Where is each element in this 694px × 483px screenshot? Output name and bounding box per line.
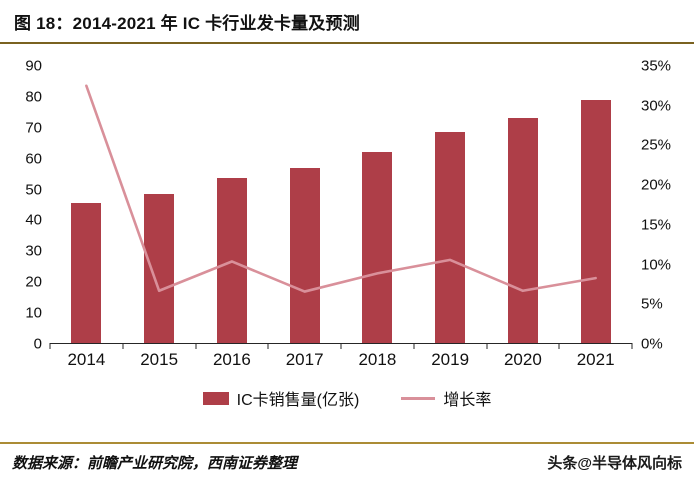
line-swatch-icon xyxy=(401,396,436,400)
x-axis-tick xyxy=(486,343,487,349)
axis-tick-label: 40 xyxy=(25,211,42,229)
axis-tick-label: 10% xyxy=(641,256,672,274)
left-y-axis: 0 10 20 30 40 50 60 70 80 90 xyxy=(10,59,50,352)
axis-tick-label: 20% xyxy=(641,176,672,194)
plot-area xyxy=(49,66,633,349)
figure-footer: 数据来源：前瞻产业研究院，西南证券整理 头条@半导体风向标 xyxy=(0,442,694,483)
bar xyxy=(362,152,393,343)
x-axis-tick xyxy=(413,343,415,349)
axis-tick-label: 5% xyxy=(641,295,663,313)
bar-swatch-icon xyxy=(202,391,229,405)
bar-slot xyxy=(341,66,414,343)
axis-tick-label: 0% xyxy=(641,335,663,353)
bar-series xyxy=(50,66,632,343)
x-axis-tick xyxy=(267,343,269,349)
x-axis-label: 2014 xyxy=(67,350,106,369)
axis-tick-label: 0 xyxy=(33,335,42,353)
axis-tick-label: 90 xyxy=(25,57,42,75)
bar-slot xyxy=(50,66,123,343)
figure-header: 图 18：2014-2021 年 IC 卡行业发卡量及预测 xyxy=(0,0,694,44)
bar-slot xyxy=(559,66,632,343)
axis-tick-label: 25% xyxy=(641,136,672,154)
x-axis-label: 2015 xyxy=(140,350,179,369)
x-axis-label: 2019 xyxy=(431,350,470,369)
x-axis-label: 2016 xyxy=(212,350,251,369)
bar xyxy=(71,202,102,343)
axis-tick-label: 60 xyxy=(25,150,42,168)
legend: IC卡销售量(亿张) 增长率 xyxy=(0,386,694,410)
bar xyxy=(435,132,466,343)
axis-tick-label: 80 xyxy=(25,88,42,106)
x-axis-tick xyxy=(195,343,196,349)
bar xyxy=(289,167,320,343)
axis-tick-label: 30 xyxy=(25,242,42,260)
axis-tick-label: 50 xyxy=(25,181,42,199)
bar xyxy=(144,193,175,343)
x-axis-tick xyxy=(49,343,51,349)
legend-label-growth: 增长率 xyxy=(443,392,492,409)
legend-item-sales: IC卡销售量(亿张) xyxy=(202,386,360,410)
right-y-axis: 0% 5% 10% 15% 20% 25% 30% 35% xyxy=(632,59,686,352)
x-axis-label: 2020 xyxy=(503,350,542,369)
figure-title: 图 18：2014-2021 年 IC 卡行业发卡量及预测 xyxy=(14,14,360,33)
data-source: 数据来源：前瞻产业研究院，西南证券整理 xyxy=(12,456,298,472)
legend-item-growth: 增长率 xyxy=(401,386,491,410)
axis-tick-label: 70 xyxy=(25,119,42,137)
legend-label-sales: IC卡销售量(亿张) xyxy=(236,392,360,409)
axis-tick-label: 30% xyxy=(641,97,672,115)
bar-slot xyxy=(123,66,196,343)
x-axis-label: 2018 xyxy=(358,350,397,369)
x-axis-tick xyxy=(558,343,560,349)
x-axis-label: 2017 xyxy=(285,350,324,369)
bar xyxy=(580,99,611,343)
x-axis-label: 2021 xyxy=(576,350,615,369)
growth-rate-line xyxy=(50,66,632,343)
watermark: 头条@半导体风向标 xyxy=(547,455,682,472)
bar xyxy=(507,118,538,343)
axis-tick-label: 20 xyxy=(25,273,42,291)
bar-slot xyxy=(414,66,487,343)
axis-tick-label: 10 xyxy=(25,304,42,322)
x-axis-tick xyxy=(122,343,124,349)
bar-slot xyxy=(487,66,560,343)
axis-tick-label: 35% xyxy=(641,57,672,75)
axis-tick-label: 15% xyxy=(641,216,672,234)
x-axis-labels: 2014 2015 2016 2017 2018 2019 2020 2021 xyxy=(10,350,686,370)
chart: 0 10 20 30 40 50 60 70 80 90 0% 5% 10% 15% 20% 25% 30% 3… xyxy=(10,59,686,352)
x-axis-tick xyxy=(340,343,342,349)
growth-line-path xyxy=(86,86,595,292)
x-axis-tick xyxy=(631,343,633,349)
bar-slot xyxy=(268,66,341,343)
